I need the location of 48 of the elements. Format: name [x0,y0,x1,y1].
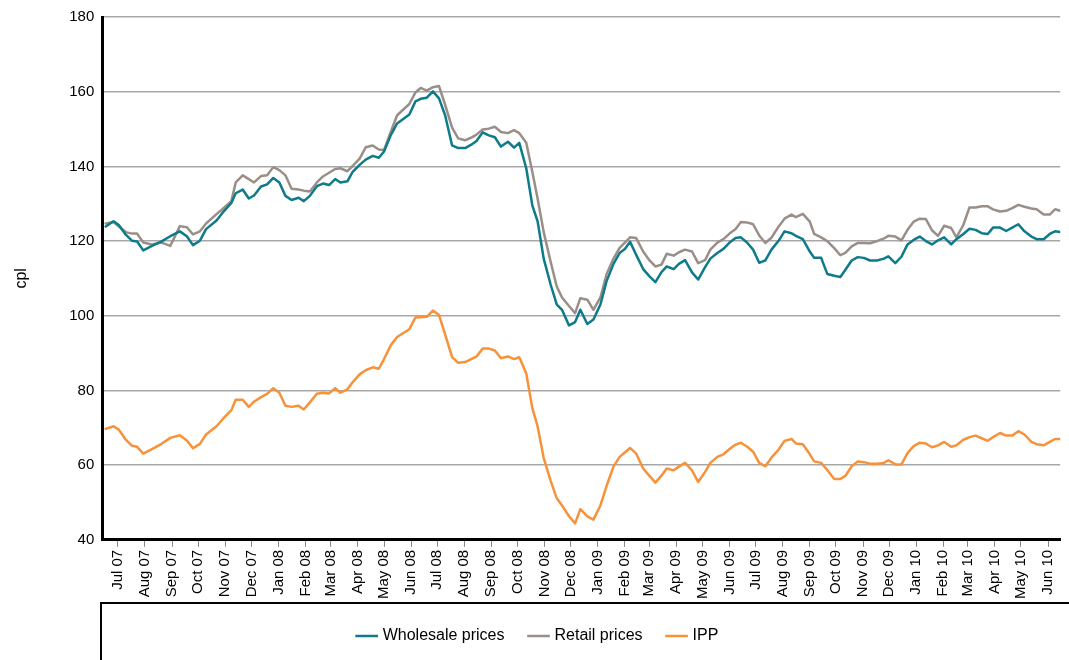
legend-label: Wholesale prices [382,626,505,644]
x-tick-label: May 10 [1011,549,1029,600]
legend-label: Retail prices [554,626,643,644]
y-tick-label: 80 [77,380,95,398]
x-tick-label: Jul 08 [427,549,445,590]
y-tick-label: 100 [69,305,95,323]
x-tick-label: Feb 09 [614,549,632,597]
x-tick-label: Jun 10 [1038,549,1056,595]
x-tick-label: Jul 09 [745,549,763,590]
legend-label: IPP [692,626,719,644]
x-tick-label: Aug 09 [772,549,790,598]
x-tick-label: Jan 10 [906,549,924,595]
y-tick-label: 140 [69,156,95,174]
x-tick-label: Apr 09 [666,549,684,595]
x-tick-label: Jan 08 [268,549,286,595]
x-tick-label: Sep 09 [799,549,817,598]
x-tick-label: Jul 07 [108,549,126,590]
x-tick-label: Feb 10 [933,549,951,597]
x-tick-label: Dec 09 [879,549,897,598]
x-tick-label: Mar 10 [957,549,975,597]
x-tick-label: Dec 07 [241,549,259,598]
y-tick-label: 160 [69,81,95,99]
x-tick-label: Aug 08 [454,549,472,598]
x-tick-label: Feb 08 [295,549,313,597]
x-tick-label: Jan 09 [587,549,605,595]
y-tick-label: 120 [69,231,95,249]
x-tick-label: Oct 07 [188,549,206,594]
x-tick-label: Nov 08 [534,549,552,598]
y-tick-label: 180 [69,7,95,25]
x-tick-label: May 08 [374,549,392,600]
x-tick-label: Oct 09 [826,549,844,594]
x-tick-label: Aug 07 [135,549,153,598]
x-tick-label: Jun 09 [719,549,737,595]
y-tick-label: 40 [77,529,95,547]
x-tick-label: Nov 09 [853,549,871,598]
x-tick-label: Apr 10 [984,549,1002,595]
x-tick-label: Apr 08 [348,549,366,595]
y-axis-title: cpl [12,268,30,289]
x-tick-label: Oct 08 [507,549,525,594]
x-tick-label: Sep 07 [162,549,180,598]
x-tick-label: Sep 08 [481,549,499,598]
x-tick-label: May 09 [692,549,710,600]
x-tick-label: Mar 09 [639,549,657,597]
x-tick-label: Mar 08 [320,549,338,597]
x-tick-label: Nov 07 [215,549,233,598]
x-tick-label: Jun 08 [401,549,419,595]
y-tick-label: 60 [77,455,95,473]
x-tick-label: Dec 08 [560,549,578,598]
